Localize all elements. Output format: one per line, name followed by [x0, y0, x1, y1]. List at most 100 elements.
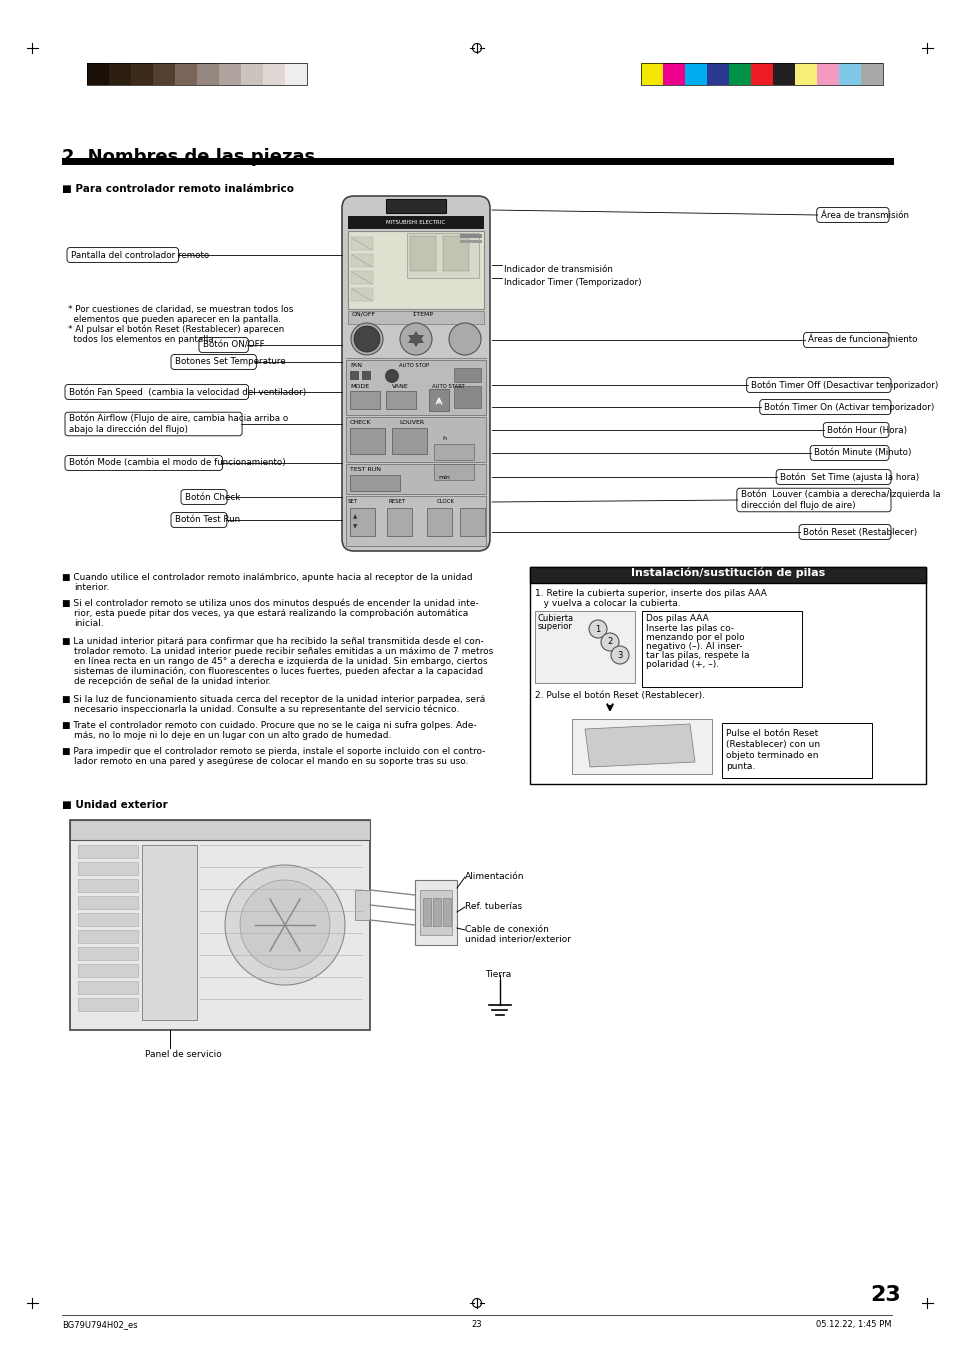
- Text: Botón Timer On (Activar temporizador): Botón Timer On (Activar temporizador): [763, 403, 933, 412]
- Bar: [535, 611, 635, 684]
- Text: Botón Mode (cambia el modo de funcionamiento): Botón Mode (cambia el modo de funcionami…: [69, 458, 286, 467]
- Bar: [241, 63, 263, 85]
- Text: objeto terminado en: objeto terminado en: [725, 751, 818, 761]
- FancyBboxPatch shape: [171, 354, 256, 369]
- Bar: [346, 463, 485, 494]
- FancyBboxPatch shape: [171, 512, 227, 527]
- Bar: [387, 508, 412, 536]
- Bar: [196, 63, 219, 85]
- Bar: [750, 63, 772, 85]
- Bar: [131, 63, 152, 85]
- Bar: [78, 929, 138, 943]
- Text: 1: 1: [595, 624, 600, 634]
- Text: Dos pilas AAA: Dos pilas AAA: [645, 613, 708, 623]
- Text: negativo (–). Al inser-: negativo (–). Al inser-: [645, 642, 741, 651]
- Text: VANE: VANE: [392, 384, 408, 389]
- Text: 2: 2: [607, 638, 612, 647]
- Text: Áreas de funcionamiento: Áreas de funcionamiento: [807, 335, 916, 345]
- Text: ON/OFF: ON/OFF: [352, 312, 375, 317]
- FancyBboxPatch shape: [199, 338, 248, 353]
- Bar: [174, 63, 196, 85]
- FancyBboxPatch shape: [746, 377, 890, 392]
- Bar: [78, 981, 138, 994]
- Bar: [263, 63, 285, 85]
- Bar: [351, 236, 373, 250]
- Text: Botón Hour (Hora): Botón Hour (Hora): [826, 426, 906, 435]
- Polygon shape: [408, 331, 423, 343]
- Text: 2. Pulse el botón Reset (Restablecer).: 2. Pulse el botón Reset (Restablecer).: [535, 690, 704, 700]
- Circle shape: [610, 646, 628, 663]
- Bar: [459, 234, 481, 238]
- Text: LOUVER: LOUVER: [398, 420, 424, 426]
- FancyBboxPatch shape: [341, 196, 490, 551]
- Bar: [459, 240, 481, 243]
- Text: Ref. tuberías: Ref. tuberías: [464, 902, 521, 911]
- Text: unidad interior/exterior: unidad interior/exterior: [464, 935, 571, 944]
- Text: Indicador de transmisión: Indicador de transmisión: [503, 265, 612, 274]
- Circle shape: [351, 323, 382, 355]
- Text: Cubierta: Cubierta: [537, 613, 574, 623]
- Bar: [410, 236, 436, 272]
- Text: MODE: MODE: [350, 384, 369, 389]
- Text: Botón Check: Botón Check: [185, 493, 240, 501]
- FancyBboxPatch shape: [67, 247, 178, 262]
- Bar: [87, 63, 307, 85]
- Bar: [346, 359, 485, 415]
- Text: Área de transmisión: Área de transmisión: [820, 211, 908, 219]
- Text: Cable de conexión: Cable de conexión: [464, 925, 548, 934]
- Text: Botón Fan Speed  (cambia la velocidad del ventilador): Botón Fan Speed (cambia la velocidad del…: [69, 388, 306, 397]
- Text: TEST RUN: TEST RUN: [350, 467, 380, 471]
- Bar: [429, 389, 449, 411]
- Text: 1. Retire la cubierta superior, inserte dos pilas AAA: 1. Retire la cubierta superior, inserte …: [535, 589, 766, 598]
- Bar: [442, 898, 451, 925]
- Bar: [530, 567, 925, 784]
- Bar: [350, 372, 358, 380]
- Bar: [772, 63, 794, 85]
- Text: Botón Timer Off (Desactivar temporizador): Botón Timer Off (Desactivar temporizador…: [750, 380, 937, 389]
- Bar: [392, 428, 427, 454]
- Bar: [109, 63, 131, 85]
- Bar: [422, 898, 431, 925]
- Text: en línea recta en un rango de 45° a derecha e izquierda de la unidad. Sin embarg: en línea recta en un rango de 45° a dere…: [74, 657, 487, 666]
- Text: Inserte las pilas co-: Inserte las pilas co-: [645, 624, 733, 634]
- Text: superior: superior: [537, 621, 572, 631]
- Text: trolador remoto. La unidad interior puede recibir señales emitidas a un máximo d: trolador remoto. La unidad interior pued…: [74, 647, 493, 657]
- Text: min: min: [437, 476, 450, 480]
- Bar: [419, 890, 452, 935]
- Text: Botón  Set Time (ajusta la hora): Botón Set Time (ajusta la hora): [780, 473, 919, 482]
- Bar: [70, 820, 370, 840]
- Bar: [78, 947, 138, 961]
- Text: polaridad (+, –).: polaridad (+, –).: [645, 661, 719, 669]
- Text: elementos que pueden aparecer en la pantalla.: elementos que pueden aparecer en la pant…: [68, 315, 281, 324]
- Circle shape: [588, 620, 606, 638]
- Text: ■ La unidad interior pitará para confirmar que ha recibido la señal transmitida : ■ La unidad interior pitará para confirm…: [62, 638, 483, 646]
- Text: ■ Trate el controlador remoto con cuidado. Procure que no se le caiga ni sufra g: ■ Trate el controlador remoto con cuidad…: [62, 721, 476, 730]
- Text: Botón ON/OFF: Botón ON/OFF: [203, 340, 264, 350]
- Text: Instalación/sustitución de pilas: Instalación/sustitución de pilas: [630, 567, 824, 578]
- Bar: [78, 844, 138, 858]
- Circle shape: [399, 323, 432, 355]
- FancyBboxPatch shape: [776, 470, 890, 485]
- Text: Botón Reset (Restablecer): Botón Reset (Restablecer): [802, 527, 917, 536]
- Bar: [386, 390, 416, 409]
- Bar: [348, 311, 483, 324]
- Bar: [454, 386, 480, 408]
- Text: ▲: ▲: [353, 513, 356, 519]
- Text: tar las pilas, respete la: tar las pilas, respete la: [645, 651, 749, 661]
- Text: inicial.: inicial.: [74, 619, 104, 628]
- Text: Tierra: Tierra: [484, 970, 511, 979]
- Bar: [346, 496, 485, 546]
- Circle shape: [240, 880, 330, 970]
- FancyBboxPatch shape: [65, 385, 249, 400]
- FancyBboxPatch shape: [736, 488, 890, 512]
- Bar: [348, 216, 483, 230]
- FancyBboxPatch shape: [799, 524, 890, 539]
- Text: (Restablecer) con un: (Restablecer) con un: [725, 740, 820, 748]
- Text: Panel de servicio: Panel de servicio: [145, 1050, 221, 1059]
- Bar: [572, 719, 711, 774]
- Bar: [78, 862, 138, 875]
- Text: interior.: interior.: [74, 584, 110, 592]
- Bar: [640, 63, 882, 85]
- Bar: [434, 463, 474, 480]
- FancyBboxPatch shape: [65, 412, 242, 436]
